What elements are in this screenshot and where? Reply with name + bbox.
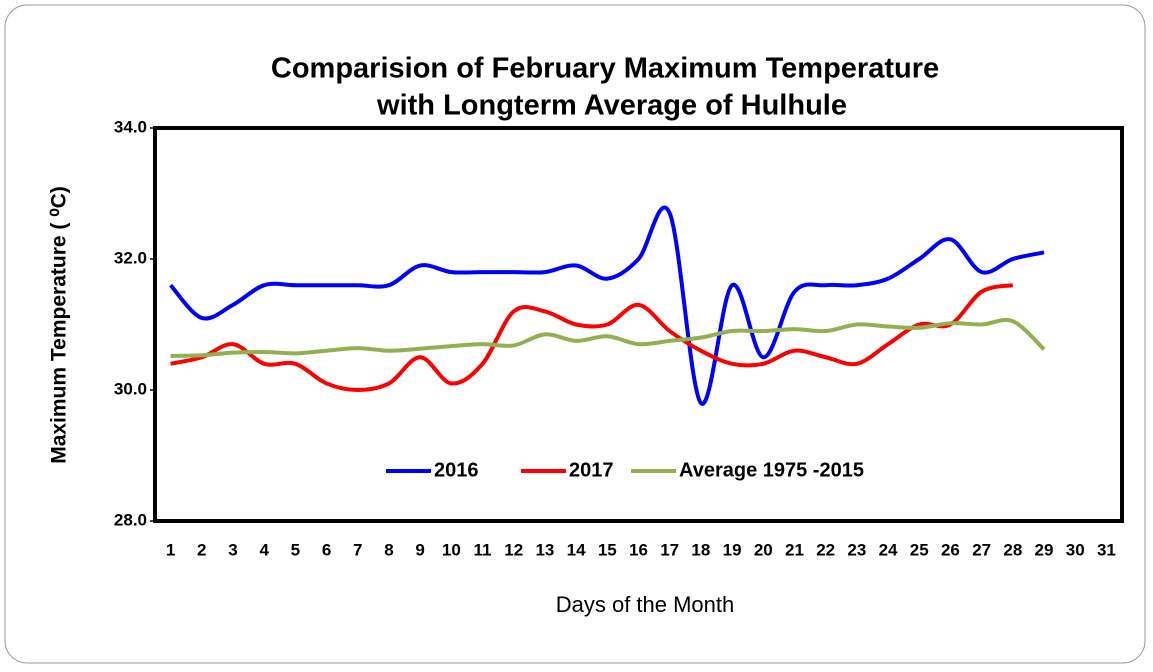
x-tick-label: 11 (474, 540, 492, 559)
x-tick-label: 12 (504, 540, 523, 559)
x-tick-label: 25 (910, 540, 929, 559)
x-tick-label: 7 (353, 540, 362, 559)
x-tick-label: 5 (291, 540, 300, 559)
x-tick-label: 4 (259, 540, 269, 559)
x-tick-label: 24 (879, 540, 898, 559)
x-tick-label: 26 (941, 540, 960, 559)
x-axis-label: Days of the Month (556, 592, 735, 617)
chart-title: with Longterm Average of Hulhule (376, 90, 847, 122)
legend-label: Average 1975 -2015 (679, 459, 864, 481)
x-tick-label: 1 (166, 540, 175, 559)
x-tick-label: 27 (972, 540, 991, 559)
x-tick-label: 10 (442, 540, 461, 559)
line (170, 283, 1014, 393)
y-tick-label: 34.0 (114, 117, 147, 136)
x-tick-label: 8 (384, 540, 393, 559)
y-tick-label: 30.0 (114, 379, 147, 398)
legend-label: 2017 (569, 459, 614, 481)
x-tick-label: 14 (567, 540, 586, 559)
x-tick-label: 20 (754, 540, 773, 559)
x-tick-label: 17 (660, 540, 679, 559)
x-tick-label: 23 (847, 540, 866, 559)
x-tick-label: 3 (228, 540, 237, 559)
x-tick-label: 31 (1097, 540, 1116, 559)
x-tick-label: 30 (1066, 540, 1085, 559)
line (170, 317, 1046, 358)
y-tick-label: 32.0 (114, 248, 147, 267)
legend-label: 2016 (434, 459, 479, 481)
line (169, 205, 1045, 406)
x-tick-label: 13 (535, 540, 554, 559)
x-tick-label: 28 (1003, 540, 1022, 559)
chart-title: Comparision of February Maximum Temperat… (271, 53, 939, 85)
x-tick-label: 22 (816, 540, 835, 559)
x-tick-label: 2 (197, 540, 206, 559)
x-tick-label: 18 (691, 540, 710, 559)
x-tick-label: 29 (1035, 540, 1054, 559)
y-axis-label: Maximum Temperature ( ⁰C) (48, 186, 71, 464)
frame (4, 4, 1146, 664)
x-tick-label: 21 (785, 540, 804, 559)
x-tick-label: 6 (322, 540, 331, 559)
x-tick-label: 19 (723, 540, 742, 559)
x-tick-label: 15 (598, 540, 617, 559)
x-tick-label: 16 (629, 540, 648, 559)
x-tick-label: 9 (415, 540, 424, 559)
y-tick-label: 28.0 (114, 510, 147, 529)
plot-border (153, 126, 1124, 523)
